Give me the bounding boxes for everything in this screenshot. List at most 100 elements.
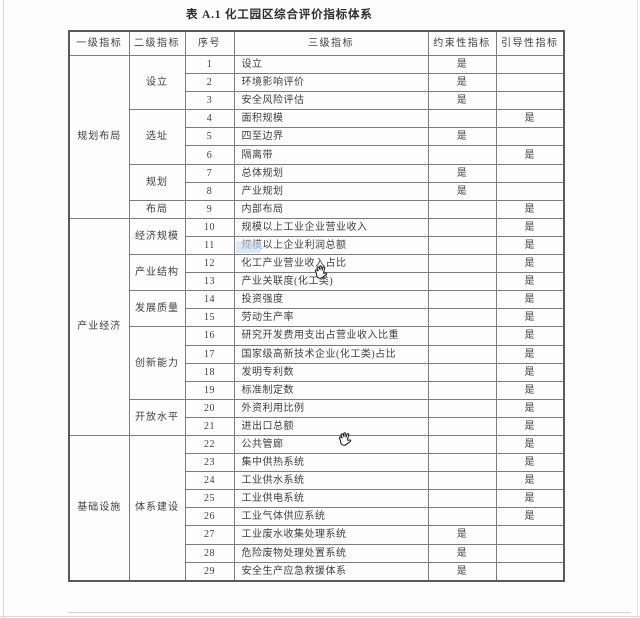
constraint-indicator-cell <box>427 254 497 274</box>
table-header-row: 一级指标 二级指标 序号 三级指标 约束性指标 引导性指标 <box>68 30 565 56</box>
guiding-indicator-cell <box>495 54 565 75</box>
table-row: 13 产业关联度(化工类) 是 <box>69 272 565 292</box>
column-header-3: 三级指标 <box>233 30 429 56</box>
serial-number-cell: 2 <box>184 73 235 93</box>
level2-indicator-cell: 产业结构 <box>128 254 186 292</box>
guiding-indicator-cell <box>495 525 565 545</box>
constraint-indicator-cell <box>427 471 497 491</box>
constraint-indicator-cell <box>427 453 497 473</box>
constraint-indicator-cell <box>427 416 497 436</box>
guiding-indicator-cell: 是 <box>495 272 565 292</box>
table-row: 产业结构 12 化工产业营业收入占比是 <box>69 254 565 292</box>
guiding-indicator-cell: 是 <box>495 507 565 527</box>
level2-indicator-cell: 发展质量 <box>128 290 186 328</box>
serial-number-cell: 22 <box>184 434 235 455</box>
level3-indicator-cell: 隔离带 <box>233 145 429 165</box>
level3-indicator-cell: 外资利用比例 <box>233 398 429 418</box>
level2-indicator-cell: 选址 <box>128 109 186 165</box>
guiding-indicator-cell: 是 <box>495 434 565 455</box>
constraint-indicator-cell: 是 <box>427 127 497 147</box>
table-row: 规划 7 总体规划是 <box>69 163 565 201</box>
serial-number-cell: 16 <box>184 326 235 346</box>
page-title: 表 A.1 化工园区综合评价指标体系 <box>186 9 373 21</box>
level1-indicator-cell: 基础设施 <box>68 434 130 582</box>
level3-indicator-cell: 四至边界 <box>233 127 429 147</box>
level3-indicator-cell: 产业规划 <box>233 181 429 201</box>
constraint-indicator-cell <box>427 380 497 400</box>
table-row: 布局 9 内部布局 是 <box>69 199 565 219</box>
level3-indicator-cell: 设立 <box>233 54 429 75</box>
level3-indicator-cell: 集中供热系统 <box>233 453 429 473</box>
serial-number-cell: 24 <box>184 471 235 491</box>
level3-indicator-cell: 安全生产应急救援体系 <box>233 561 429 582</box>
column-header-2: 序号 <box>184 30 235 56</box>
level3-indicator-cell: 研究开发费用支出占营业收入比重 <box>233 326 429 346</box>
level3-indicator-cell: 规模以上工业企业营业收入 <box>233 217 429 237</box>
constraint-indicator-cell <box>427 398 497 418</box>
constraint-indicator-cell: 是 <box>427 543 497 563</box>
table-row: 11 规模以上企业利润总额 是 <box>69 235 565 256</box>
table-row: 选址 4 面积规模是 <box>69 109 565 165</box>
table-row: 27 工业废水收集处理系统是 <box>69 525 565 545</box>
table-row: 28 危险废物处理处置系统是 <box>69 543 565 563</box>
serial-number-cell: 28 <box>184 543 235 563</box>
constraint-indicator-cell <box>427 217 497 237</box>
constraint-indicator-cell <box>427 326 497 346</box>
constraint-indicator-cell: 是 <box>427 181 497 201</box>
level3-indicator-cell: 公共管廊 <box>233 434 429 455</box>
guiding-indicator-cell: 是 <box>495 380 565 400</box>
level3-indicator-cell: 发明专利数 <box>233 362 429 382</box>
level3-indicator-cell: 进出口总额 <box>233 416 429 436</box>
level3-indicator-cell: 环境影响评价 <box>233 73 429 93</box>
constraint-indicator-cell: 是 <box>427 163 497 183</box>
level3-indicator-cell: 化工产业营业收入占比 <box>233 254 429 274</box>
table-row: 26 工业气体供应系统 是 <box>69 507 565 527</box>
serial-number-cell: 13 <box>184 272 235 292</box>
level3-indicator-cell: 产业关联度(化工类) <box>233 272 429 292</box>
serial-number-cell: 25 <box>184 489 235 509</box>
guiding-indicator-cell: 是 <box>495 199 565 219</box>
table-row: 23 集中供热系统 是 <box>69 453 565 473</box>
guiding-indicator-cell <box>495 561 565 582</box>
column-header-4: 约束性指标 <box>427 30 497 56</box>
level3-indicator-cell: 国家级高新技术企业(化工类)占比 <box>233 344 429 364</box>
page-edge-bottom <box>0 616 640 617</box>
constraint-indicator-cell: 是 <box>427 525 497 545</box>
table-row: 8 产业规划是 <box>69 181 565 201</box>
guiding-indicator-cell: 是 <box>495 254 565 274</box>
guiding-indicator-cell: 是 <box>495 235 565 256</box>
serial-number-cell: 12 <box>184 254 235 274</box>
level2-indicator-cell: 创新能力 <box>128 326 186 400</box>
serial-number-cell: 4 <box>184 109 235 129</box>
serial-number-cell: 20 <box>184 398 235 418</box>
guiding-indicator-cell: 是 <box>495 398 565 418</box>
level3-indicator-cell: 工业供电系统 <box>233 489 429 509</box>
level2-indicator-cell: 布局 <box>128 199 186 219</box>
level3-indicator-cell: 投资强度 <box>233 290 429 310</box>
constraint-indicator-cell <box>427 290 497 310</box>
serial-number-cell: 19 <box>184 380 235 400</box>
constraint-indicator-cell <box>427 109 497 129</box>
serial-number-cell: 26 <box>184 507 235 527</box>
page-edge-left <box>3 0 4 618</box>
serial-number-cell: 1 <box>184 54 235 75</box>
constraint-indicator-cell: 是 <box>427 91 497 111</box>
serial-number-cell: 5 <box>184 127 235 147</box>
constraint-indicator-cell: 是 <box>427 73 497 93</box>
table-row: 规划布局 设立 1 设立是 <box>68 54 565 219</box>
constraint-indicator-cell <box>427 199 497 219</box>
guiding-indicator-cell: 是 <box>495 308 565 328</box>
serial-number-cell: 14 <box>184 290 235 310</box>
column-header-5: 引导性指标 <box>495 30 565 56</box>
table-row: 18 发明专利数 是 <box>69 362 565 382</box>
level3-indicator-cell: 总体规划 <box>233 163 429 183</box>
serial-number-cell: 10 <box>184 217 235 237</box>
table-row: 基础设施 体系建设 22 公共管廊是 <box>68 434 565 582</box>
table-row: 产业经济 经济规模 10 规模以上工业企业营业收入是 <box>68 217 565 436</box>
constraint-indicator-cell: 是 <box>427 561 497 582</box>
level3-indicator-cell: 安全风险评估 <box>233 91 429 111</box>
table-row: 29 安全生产应急救援体系是 <box>69 561 565 582</box>
guiding-indicator-cell <box>495 543 565 563</box>
serial-number-cell: 27 <box>184 525 235 545</box>
